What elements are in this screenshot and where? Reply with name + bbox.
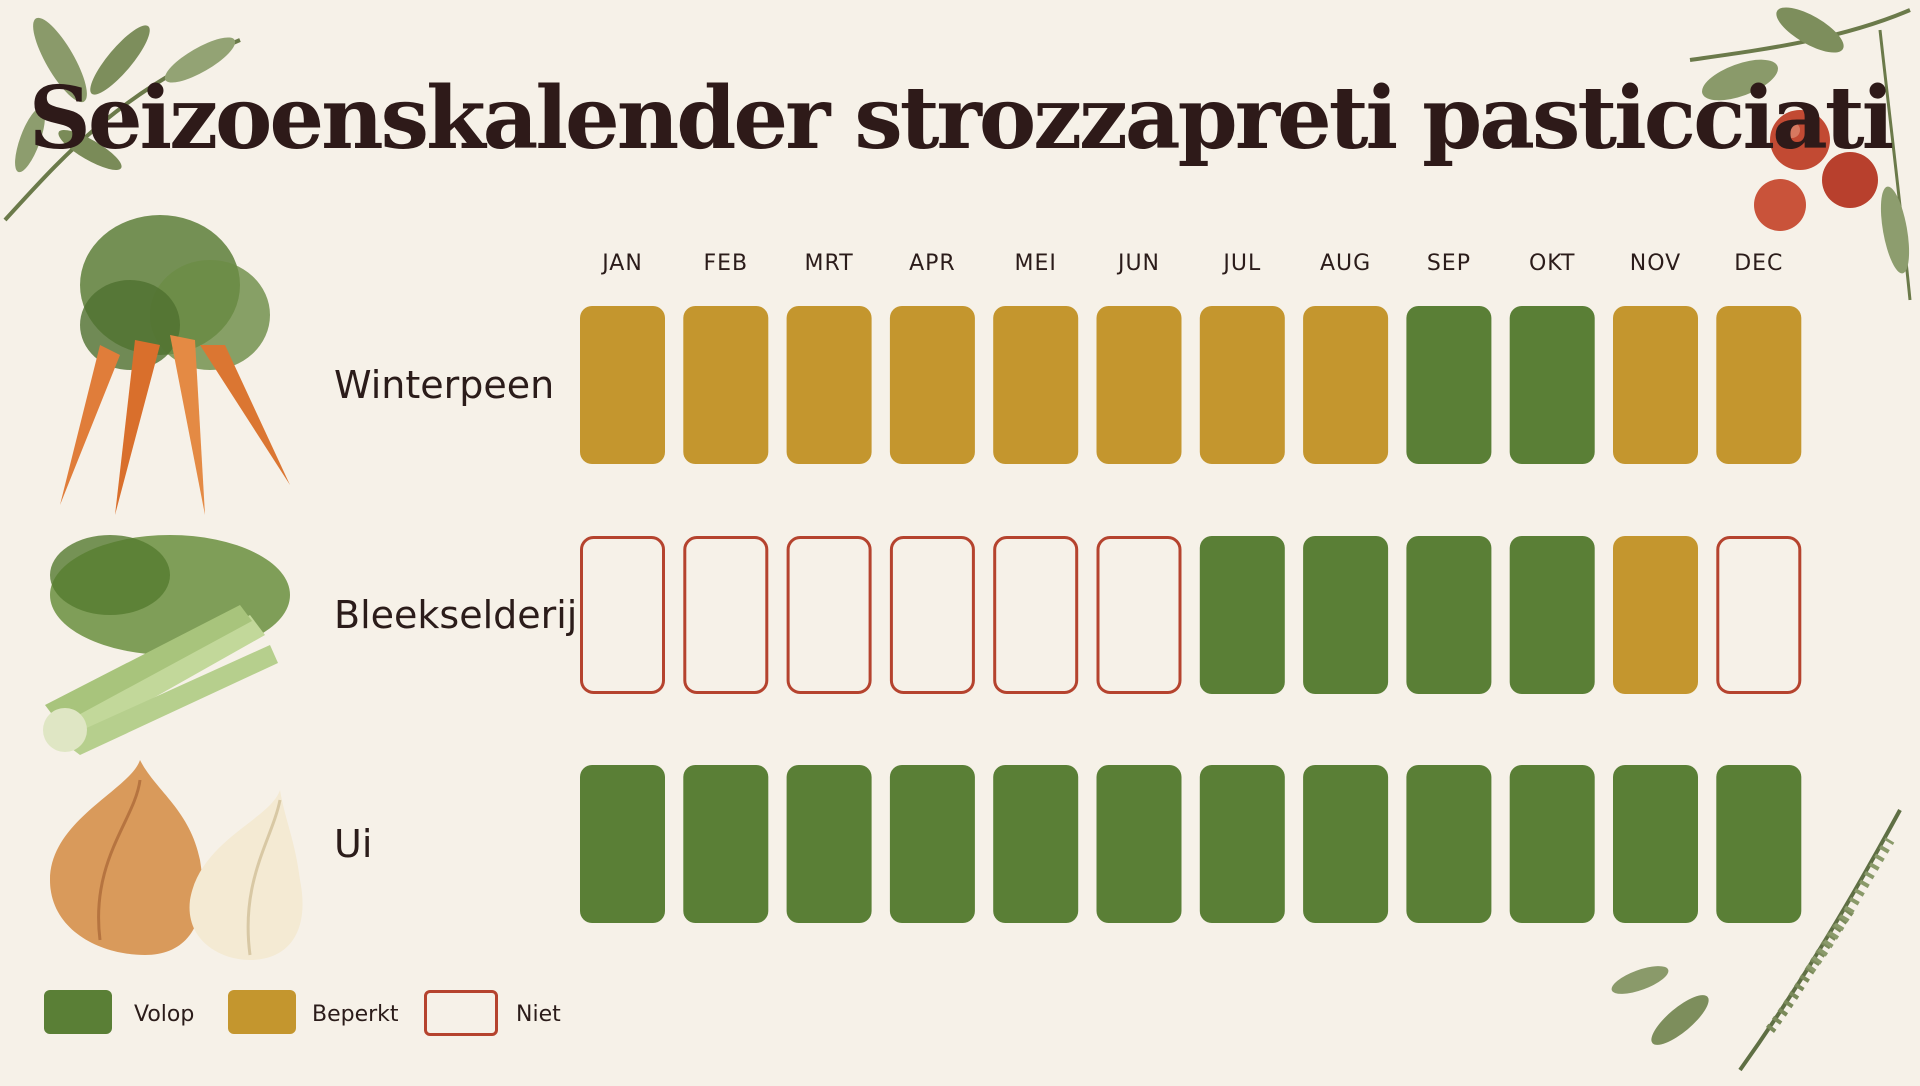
cell-beperkt <box>889 306 975 464</box>
cell-niet <box>786 536 872 694</box>
season-calendar-chart: JAN FEB MRT APR MEI JUN JUL AUG SEP OKT NOV DEC Wint… <box>334 251 1802 923</box>
cell-niet <box>580 536 665 694</box>
legend-swatch-niet <box>424 990 498 1036</box>
month-label: MEI <box>1015 251 1057 276</box>
tomato-branch-illustration <box>1689 7 1912 301</box>
cell-volop <box>1303 765 1389 923</box>
cell-beperkt <box>1716 306 1802 464</box>
cell-volop <box>993 765 1079 923</box>
legend-label: Volop <box>134 1002 195 1027</box>
month-label: JUL <box>1221 251 1261 276</box>
legend-label: Beperkt <box>312 1002 399 1027</box>
row-label: Bleekselderij <box>334 593 577 637</box>
cell-volop <box>786 765 872 923</box>
cell-beperkt <box>683 306 769 464</box>
cell-volop <box>1406 765 1492 923</box>
month-label: FEB <box>703 251 748 276</box>
month-label: OKT <box>1529 251 1575 276</box>
cell-niet <box>1716 536 1802 694</box>
cell-beperkt <box>993 306 1079 464</box>
cell-volop <box>1096 765 1182 923</box>
chart-title: Seizoenskalender strozzapreti pasticciat… <box>28 68 1895 169</box>
cell-volop <box>889 765 975 923</box>
celery-illustration <box>43 535 290 755</box>
leaf-branch-illustration <box>3 17 241 222</box>
cell-niet <box>683 536 769 694</box>
cell-beperkt <box>1303 306 1389 464</box>
rosemary-illustration <box>1611 809 1902 1072</box>
cell-volop <box>1509 306 1595 464</box>
row-label: Ui <box>334 822 372 866</box>
month-label: AUG <box>1320 251 1371 276</box>
legend-label: Niet <box>516 1002 561 1027</box>
cell-volop <box>683 765 769 923</box>
cell-beperkt <box>1613 536 1698 694</box>
cell-volop <box>1199 536 1285 694</box>
month-label: NOV <box>1630 251 1681 276</box>
cell-beperkt <box>580 306 665 464</box>
cell-volop <box>1303 536 1389 694</box>
cell-niet <box>993 536 1079 694</box>
month-label: MRT <box>805 251 854 276</box>
cell-beperkt <box>1096 306 1182 464</box>
cell-niet <box>1096 536 1182 694</box>
row-label: Winterpeen <box>334 363 554 407</box>
onion-illustration <box>50 760 303 960</box>
month-label: DEC <box>1734 251 1783 276</box>
cell-volop <box>1509 765 1595 923</box>
cell-volop <box>1716 765 1802 923</box>
cell-volop <box>580 765 665 923</box>
cell-beperkt <box>1613 306 1698 464</box>
month-label: JAN <box>600 251 643 276</box>
cell-volop <box>1509 536 1595 694</box>
legend-swatch-beperkt <box>228 990 296 1034</box>
month-label: JUN <box>1116 251 1160 276</box>
cell-volop <box>1406 536 1492 694</box>
cell-volop <box>1406 306 1492 464</box>
cell-volop <box>1613 765 1698 923</box>
legend: Volop Beperkt Niet <box>44 990 604 1040</box>
legend-swatch-volop <box>44 990 112 1034</box>
month-label: APR <box>909 251 956 276</box>
cell-volop <box>1199 765 1285 923</box>
cell-niet <box>889 536 975 694</box>
cell-beperkt <box>1199 306 1285 464</box>
carrot-illustration <box>60 215 290 515</box>
cell-beperkt <box>786 306 872 464</box>
month-label: SEP <box>1427 251 1471 276</box>
